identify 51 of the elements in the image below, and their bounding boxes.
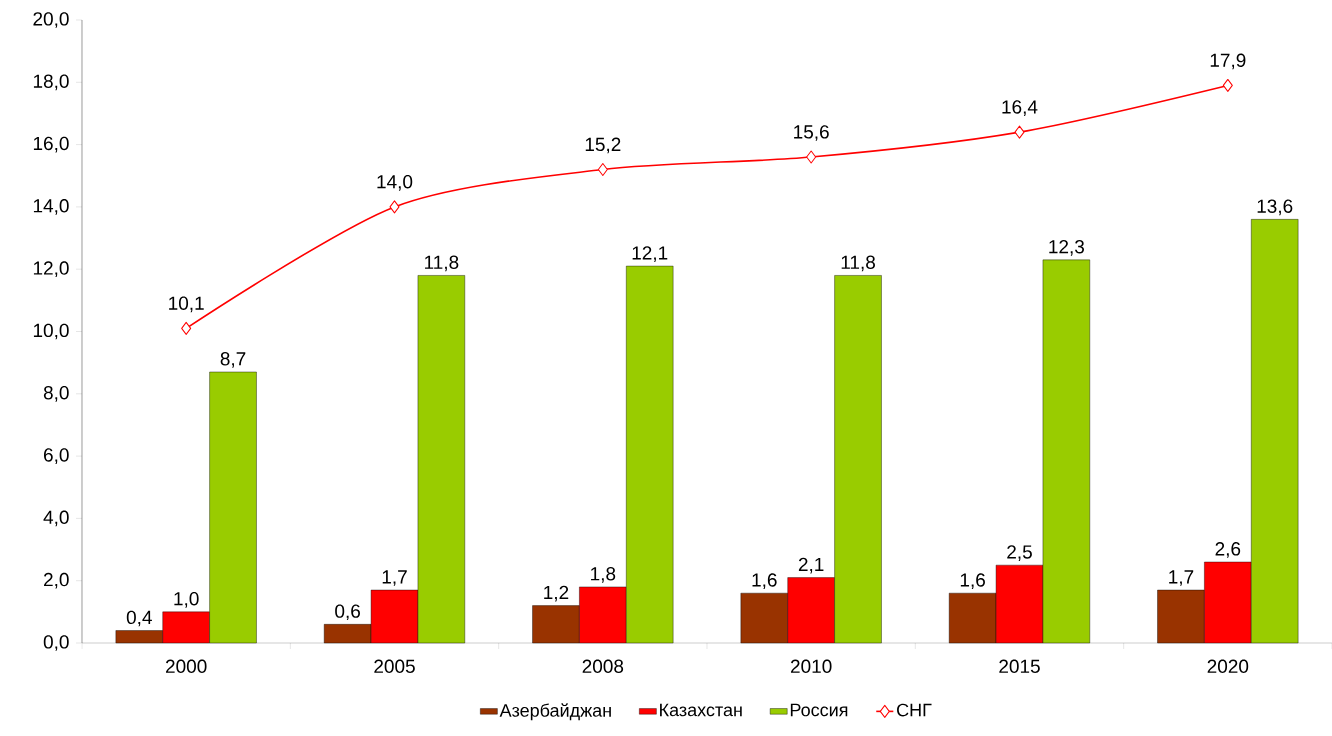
point — [806, 150, 817, 164]
data-label: 11,8 — [425, 255, 459, 272]
data-label: 1,6 — [960, 573, 985, 589]
point — [389, 200, 400, 214]
data-label: 12,3 — [1049, 239, 1085, 256]
data-label: 8,7 — [220, 352, 246, 368]
data-label: 2,1 — [798, 557, 824, 574]
x-tick-label: 2010 — [790, 659, 832, 673]
y-tick-label: 10,0 — [33, 323, 69, 340]
x-tick-label: 2008 — [582, 659, 624, 673]
data-label: 12,1 — [632, 246, 668, 262]
data-label: 17,9 — [1210, 53, 1246, 70]
y-tick-label: 20,0 — [33, 12, 69, 28]
point — [181, 321, 192, 335]
data-label: 1,7 — [382, 570, 407, 586]
data-label: 1,8 — [591, 567, 616, 583]
data-label: 1,0 — [174, 591, 199, 608]
data-label: 0,4 — [126, 610, 152, 627]
data-label: 11,8 — [841, 255, 875, 272]
data-label: 2,6 — [1215, 542, 1241, 558]
y-tick-label: 2,0 — [44, 572, 69, 589]
legend-label: СНГ — [897, 703, 932, 717]
y-tick-label: 4,0 — [43, 510, 69, 527]
point — [1014, 125, 1025, 139]
legend-label: Азербайджан — [499, 703, 611, 721]
x-tick-label: 2020 — [1207, 659, 1249, 673]
data-label: 15,2 — [585, 137, 621, 154]
point — [597, 163, 608, 177]
data-label: 1,6 — [752, 573, 777, 589]
y-tick-label: 16,0 — [33, 136, 69, 153]
data-label: 10,1 — [169, 296, 204, 313]
legend-label: Россия — [790, 703, 848, 717]
data-label: 14,0 — [377, 175, 413, 191]
x-tick-label: 2000 — [165, 659, 207, 673]
data-label: 13,6 — [1257, 199, 1293, 216]
data-label: 1,7 — [1169, 570, 1194, 586]
x-tick-label: 2005 — [374, 659, 415, 673]
y-tick-label: 0,0 — [43, 635, 69, 651]
legend-label: Казахстан — [660, 703, 742, 717]
data-label: 16,4 — [1002, 100, 1038, 116]
y-tick-label: 6,0 — [44, 448, 69, 464]
y-tick-label: 12,0 — [33, 261, 69, 278]
data-label: 1,2 — [544, 585, 569, 602]
x-tick-label: 2015 — [999, 659, 1040, 673]
y-tick-label: 14,0 — [33, 199, 69, 215]
data-label: 2,5 — [1007, 545, 1032, 561]
point — [1222, 78, 1233, 92]
y-tick-label: 18,0 — [33, 74, 69, 91]
data-label: 15,6 — [794, 125, 829, 141]
data-label: 0,6 — [335, 604, 360, 621]
y-tick-label: 8,0 — [43, 385, 69, 402]
